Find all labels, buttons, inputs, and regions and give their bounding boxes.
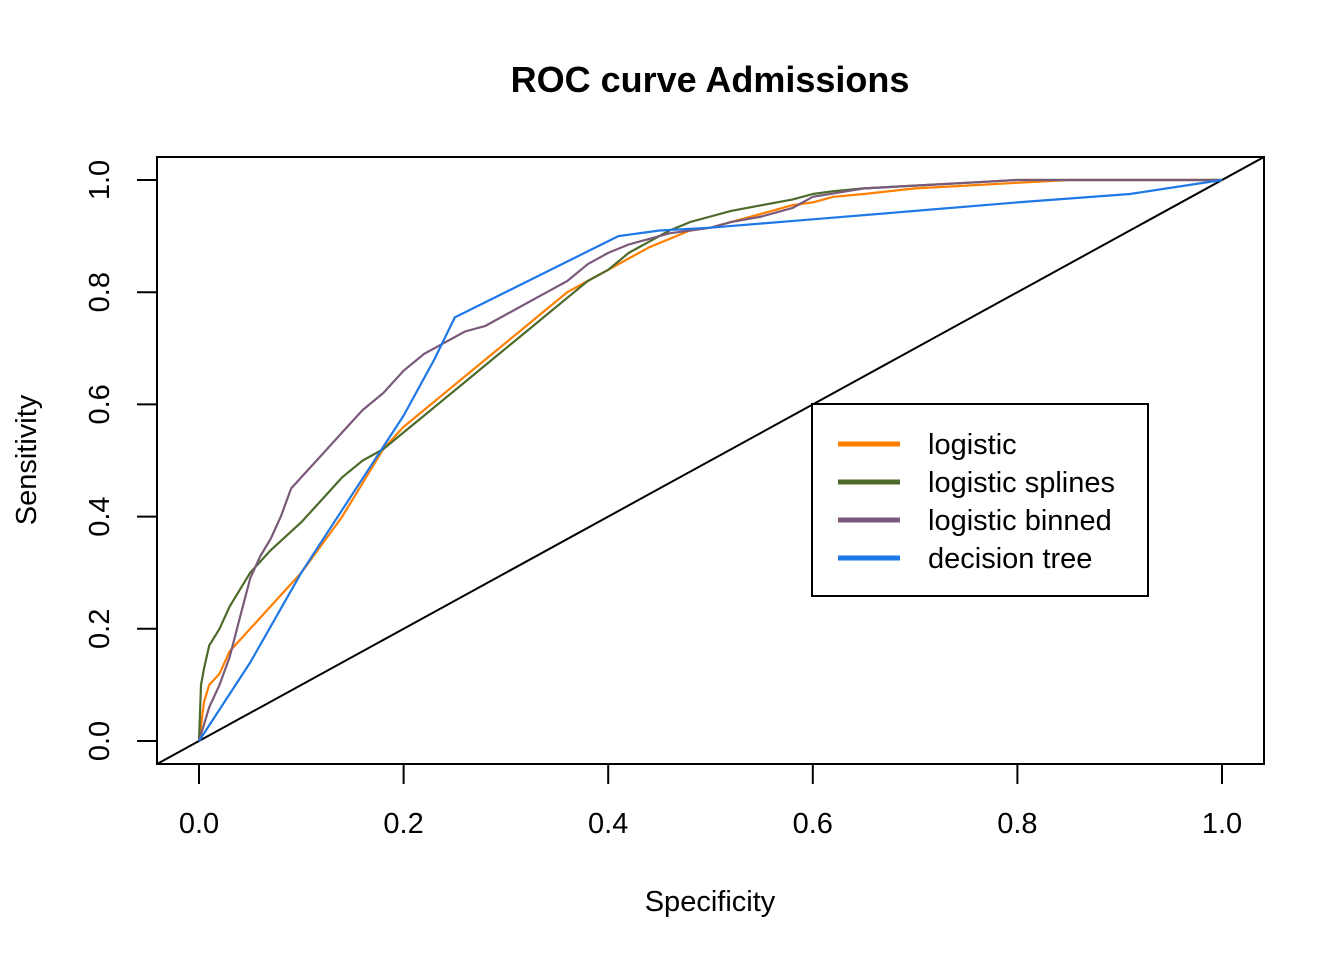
series-line-logistic <box>197 178 1222 742</box>
x-tick-label: 0.0 <box>179 808 219 840</box>
diagonal-reference-line <box>157 157 1264 764</box>
legend-label: logistic <box>928 429 1017 461</box>
x-tick-label: 0.8 <box>997 808 1037 840</box>
legend-label: logistic splines <box>928 467 1115 499</box>
x-tick-label: 0.2 <box>383 808 423 840</box>
series-line-decision-tree <box>198 178 1223 742</box>
x-tick-label: 0.6 <box>793 808 833 840</box>
y-tick-label: 0.6 <box>84 384 116 424</box>
legend-label: logistic binned <box>928 505 1112 537</box>
x-tick-label: 1.0 <box>1202 808 1242 840</box>
chart-title: ROC curve Admissions <box>511 59 910 100</box>
y-axis-title: Sensitivity <box>11 394 43 525</box>
y-tick-label: 0.4 <box>84 496 116 536</box>
y-tick-label: 0.2 <box>84 609 116 649</box>
y-tick-label: 0.0 <box>84 721 116 761</box>
legend: logistic logistic splines logistic binned d… <box>811 403 1149 597</box>
y-tick-label: 0.8 <box>84 272 116 312</box>
y-tick-label: 1.0 <box>84 160 116 200</box>
x-tick-label: 0.4 <box>588 808 628 840</box>
legend-box <box>811 403 1149 597</box>
legend-label: decision tree <box>928 543 1092 575</box>
x-axis: 0.0 0.2 0.4 0.6 0.8 1.0 <box>179 763 1242 840</box>
series-line-logistic-binned <box>197 178 1222 742</box>
y-axis: 0.0 0.2 0.4 0.6 0.8 1.0 <box>84 160 158 761</box>
x-axis-title: Specificity <box>645 886 776 918</box>
